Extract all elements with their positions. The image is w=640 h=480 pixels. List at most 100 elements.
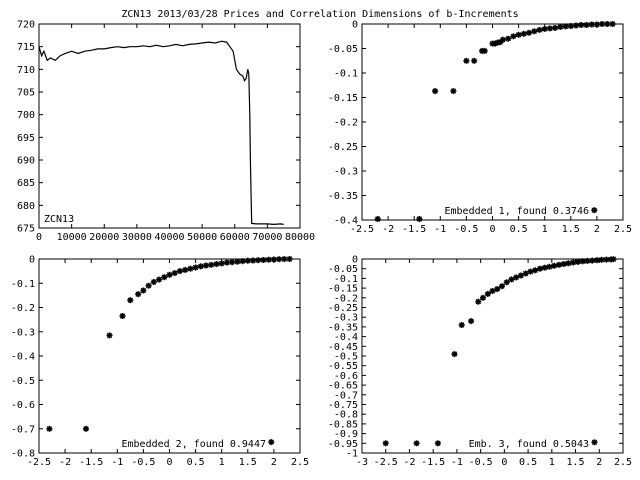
data-point-mark (271, 256, 277, 263)
data-point-mark (494, 286, 500, 292)
x-tick-label: -1 (111, 457, 123, 468)
y-tick-label: -0.35 (328, 191, 358, 202)
x-tick-label: 0.5 (510, 224, 528, 235)
data-point (510, 33, 517, 40)
data-point-mark (504, 279, 510, 285)
data-point-mark (471, 58, 477, 64)
data-point-mark (166, 272, 173, 278)
data-point (515, 31, 522, 38)
data-point (541, 25, 548, 32)
data-point-mark (156, 276, 162, 283)
data-point (416, 216, 423, 222)
data-point (489, 288, 496, 294)
x-tick-label: 0 (489, 224, 495, 235)
data-point (499, 283, 505, 290)
data-point (450, 88, 457, 95)
data-point (522, 270, 529, 277)
x-tick-label: 0 (166, 457, 172, 468)
x-tick-label: -2 (382, 224, 394, 235)
x-tick-label: 1 (219, 457, 225, 468)
data-point-mark (229, 259, 235, 265)
data-point-mark (213, 261, 220, 267)
data-point (471, 57, 478, 64)
y-tick-label: -0.3 (11, 327, 35, 338)
data-point-mark (482, 48, 488, 54)
data-point-mark (268, 439, 274, 445)
y-tick-label: -0.4 (11, 352, 35, 363)
data-point (106, 332, 113, 339)
data-point-mark (599, 21, 605, 27)
data-point-mark (523, 270, 529, 277)
y-tick-label: -0.35 (328, 322, 358, 333)
data-point (494, 286, 501, 293)
y-tick-label: -0.8 (11, 449, 35, 460)
data-point-mark (589, 257, 595, 264)
data-point (218, 260, 225, 267)
x-tick-label: 60000 (220, 232, 250, 243)
data-point-mark (547, 25, 553, 32)
y-tick-label: -0.7 (11, 424, 35, 435)
y-tick-label: -0.1 (334, 69, 358, 80)
data-point-mark (463, 58, 470, 64)
price-chart: 675 680 685 690 695 700 705 710 715 720 0 10000 2000… (17, 20, 315, 244)
y-tick-label: -0.7 (334, 390, 358, 401)
data-point (552, 24, 559, 31)
data-point-mark (450, 88, 457, 94)
data-point-mark (485, 291, 491, 297)
data-point (591, 439, 598, 446)
data-point (166, 271, 173, 278)
data-point-mark (219, 260, 225, 267)
data-point (276, 256, 283, 263)
data-point (234, 258, 241, 265)
y-tick-label: 685 (17, 178, 35, 189)
data-point-mark (255, 257, 261, 263)
data-point (604, 21, 611, 27)
data-point (481, 47, 488, 54)
y-tick-label: 0 (29, 255, 35, 266)
data-point (229, 259, 236, 266)
x-tick-label: -2 (59, 457, 71, 468)
data-point (532, 267, 539, 274)
x-tick-label: -0.5 (131, 457, 155, 468)
data-point-mark (583, 22, 590, 28)
plot-frame (361, 23, 624, 221)
data-point-mark (172, 270, 178, 276)
x-tick-label: -1.5 (79, 457, 103, 468)
y-tick-label: -0.05 (328, 264, 358, 275)
data-point-mark (542, 265, 548, 271)
embedded-2-chart: -0.8-0.7-0.6-0.5-0.4-0.3-0.2-0.10-2.5 -2-… (11, 255, 309, 469)
data-point-mark (609, 21, 616, 27)
data-point (463, 57, 470, 64)
legend-label: Emb. 3, found 0.5043 (469, 439, 589, 450)
data-point (458, 322, 465, 328)
data-point-mark (383, 440, 389, 446)
y-tick-label: 680 (17, 201, 35, 212)
x-tick-label: -1 (451, 457, 463, 468)
data-point (203, 262, 209, 269)
x-tick-label: 2 (271, 457, 277, 468)
data-point (578, 22, 585, 28)
data-point (432, 88, 439, 95)
x-tick-label: 20000 (89, 232, 119, 243)
y-tick-label: -0.9 (334, 429, 358, 440)
data-point (518, 272, 524, 279)
y-tick-label: -0.4 (334, 332, 358, 343)
data-point-mark (250, 257, 256, 264)
x-tick-label: -2.5 (350, 224, 374, 235)
embedded-1-chart: -0.4 -0.35 -0.3 -0.25 -0.2 -0.15 -0.1 -0.05 0 -2.… (328, 20, 632, 236)
x-tick-label: 0.5 (519, 457, 537, 468)
x-tick-label: 1.5 (567, 457, 585, 468)
data-point (520, 30, 527, 37)
data-point-mark (83, 426, 89, 432)
data-point (593, 21, 600, 28)
data-point-mark (459, 322, 465, 328)
x-tick-label: -0.5 (469, 457, 493, 468)
x-tick-label: 70000 (252, 232, 282, 243)
y-tick-label: 715 (17, 42, 35, 53)
data-point-mark (260, 257, 267, 263)
data-point-mark (489, 288, 496, 294)
data-point-mark (584, 258, 591, 264)
x-tick-label: 1 (549, 457, 555, 468)
data-point (208, 261, 215, 268)
y-tick-label: -0.45 (328, 342, 358, 353)
